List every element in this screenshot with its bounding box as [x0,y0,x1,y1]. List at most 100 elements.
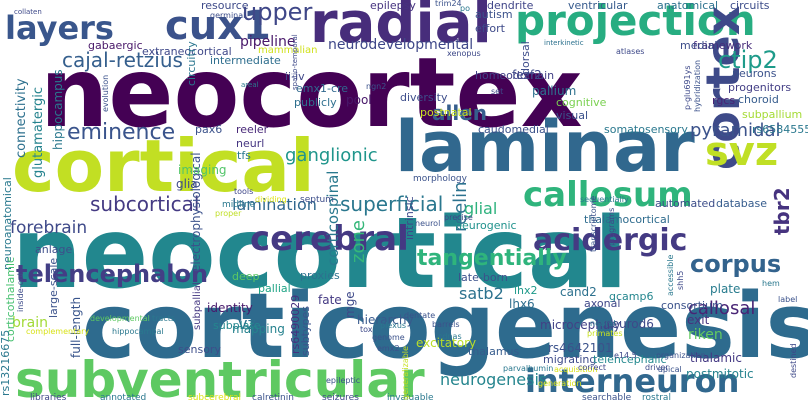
cloud-word: epilepsy [370,0,416,12]
cloud-word: laminar [395,106,695,188]
cloud-word: sensory [178,343,221,356]
cloud-word: hippocampus [51,69,65,150]
cloud-word: neural [590,319,616,328]
cloud-word: exit [687,313,710,327]
cloud-word: ganglionic [285,145,378,166]
cloud-word: diversity [400,91,448,104]
cloud-word: parvalbumin [503,364,554,373]
cloud-word: mge [343,291,357,318]
cloud-word: gabaergic [88,39,143,52]
cloud-word: identity [207,301,253,315]
cloud-word: pool [346,93,372,107]
cloud-word: evolution [101,74,110,112]
cloud-word: epileptic [326,376,361,385]
cloud-word: corpus [690,250,782,278]
cloud-word: genome [372,333,405,342]
cloud-word: intermediate [210,54,281,67]
cloud-word: database [716,197,767,210]
cloud-word: searchable [582,393,632,403]
cloud-word: inside-out [16,272,25,312]
cloud-word: forebrain [10,218,88,238]
cloud-word: glial [464,199,498,218]
cloud-word: late-born [458,271,508,284]
cloud-word: telencephalon [16,260,209,288]
cloud-word: apical [658,365,682,374]
cloud-word: automated [655,197,716,210]
cloud-word: e14.5 [614,351,637,360]
cloud-word: anlage [35,243,73,256]
cloud-word: precise [444,213,473,222]
cloud-word: zone [348,220,369,263]
cloud-word: ii-iv [285,70,305,83]
cloud-word: corticogenesis [82,274,808,379]
cloud-word: brain [12,315,48,331]
cloud-word: tangentially [417,246,567,271]
cloud-word: p-glu691ys [683,65,692,110]
cloud-word: visual [556,109,589,122]
cloud-word: lhx6 [509,297,535,311]
cloud-word: thalamocortical [584,213,670,226]
cloud-word: pyramidal [690,120,781,141]
cloud-word: morphology [413,174,467,184]
cloud-word: layers [5,9,114,47]
cloud-word: emx2 [377,344,400,353]
cloud-word: septum [300,195,334,205]
cloud-word: imaging [178,163,227,177]
cloud-word: radial [310,0,492,56]
cloud-word: tox [360,325,373,334]
cloud-word: mammalian [258,45,318,56]
cloud-word: fate [318,293,342,307]
cloud-word: tfs [237,149,251,162]
cloud-word: xenopus [447,49,481,58]
cloud-word: publicly [294,96,337,109]
cloud-word: set [491,87,504,96]
cloud-word: neocortex [40,37,583,149]
cloud-word: neurol [415,219,441,228]
cloud-word: satb2 [459,284,504,303]
cloud-word: mapping [232,322,285,336]
cloud-word: circuits [730,0,770,12]
cloud-word: caudomedial [478,123,549,136]
cloud-word: dividing [255,195,287,204]
cloud-word: rs13216675 [0,329,12,396]
cloud-word: ventricular [568,0,628,12]
cloud-word: pipeline [240,34,296,50]
cloud-word: plexus [380,321,407,330]
cloud-word: invaluable [387,393,434,403]
cloud-word: pax6 [195,123,223,136]
cloud-word: somatosensory [604,123,688,136]
cloud-word: dentate [404,311,436,320]
cloud-word: cortical [12,124,315,208]
cloud-word: po [460,4,470,13]
cloud-word: correct [578,363,607,372]
cloud-word: callosal [688,298,756,319]
cloud-word: postnatal [420,106,472,119]
cloud-word: tbr2 [770,187,794,235]
cloud-word: glia [176,177,198,191]
cloud-word: emx1-cre [296,82,349,95]
cloud-word: shh5 [676,270,685,290]
cloud-word: areal [241,81,259,89]
cloud-word: subcortical [90,192,200,216]
cloud-word: generation [538,379,582,388]
cloud-word: connectivity [14,78,29,158]
cloud-word: hybridization [693,59,702,112]
cloud-word: rs6490029 [289,294,302,354]
cloud-word: proxies [300,269,340,282]
cloud-word: cajal-retzius [62,48,183,72]
cloud-word: excitatory [416,336,477,350]
cloud-word: calretinin [252,393,294,403]
cloud-word: fezf2 [512,68,542,82]
cloud-word: rostral [642,393,671,403]
cloud-word: cognitive [556,96,607,109]
cloud-word: microcephaly [540,318,621,332]
cloud-word: ngn2 [366,82,387,91]
cloud-word: framework [693,39,753,52]
cloud-word: vz [238,314,256,333]
cloud-word: rs4642101 [548,341,613,355]
cloud-word: riken [688,327,723,343]
cloud-word: driver [645,363,669,372]
cloud-word: corticospinal [324,170,342,266]
cloud-word: gcamp6 [609,290,654,303]
